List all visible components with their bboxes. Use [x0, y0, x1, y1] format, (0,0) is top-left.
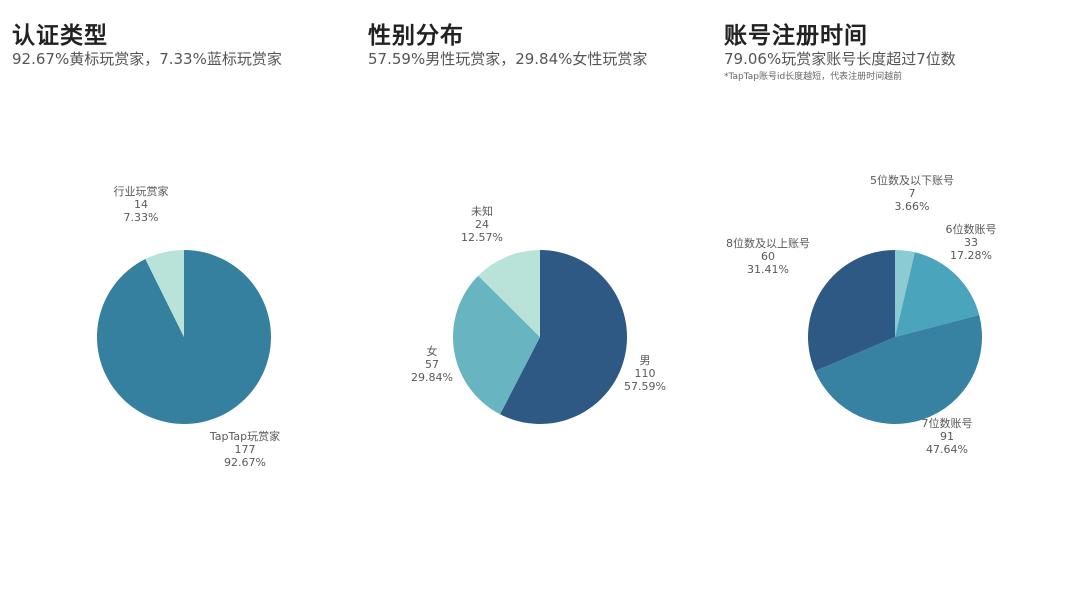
pie-slice — [478, 250, 540, 337]
chart-footnote: *TapTap账号id长度越短，代表注册时间越前 — [724, 72, 903, 82]
pie-slice — [895, 252, 980, 337]
slice-label-value: 33 — [964, 236, 978, 249]
slice-label-category: 男 — [640, 354, 651, 367]
slice-label-value: 57 — [425, 358, 439, 371]
slice-label-value: 110 — [635, 367, 656, 380]
slice-label-percent: 3.66% — [895, 200, 930, 213]
pie-slice — [96, 250, 271, 424]
pie-slice — [808, 250, 895, 372]
slice-label-category: 行业玩赏家 — [114, 184, 169, 198]
slice-label-value: 24 — [475, 218, 489, 231]
slice-label-value: 7 — [909, 187, 916, 200]
slice-label-percent: 31.41% — [747, 263, 789, 276]
chart-title: 账号注册时间 — [724, 23, 868, 49]
pie-slice — [895, 250, 915, 337]
chart-title: 性别分布 — [368, 23, 464, 49]
slice-label-category: TapTap玩赏家 — [209, 429, 280, 443]
slice-label-category: 6位数账号 — [946, 222, 997, 236]
slice-label-value: 14 — [134, 198, 148, 211]
pie-slice — [145, 250, 184, 337]
chart-subtitle: 79.06%玩赏家账号长度超过7位数 — [724, 50, 956, 68]
slice-label-percent: 7.33% — [124, 211, 159, 224]
slice-label-category: 5位数及以下账号 — [870, 173, 954, 187]
chart-subtitle: 57.59%男性玩赏家，29.84%女性玩赏家 — [368, 50, 648, 68]
slice-label-percent: 17.28% — [950, 249, 992, 262]
chart-subtitle: 92.67%黄标玩赏家，7.33%蓝标玩赏家 — [12, 50, 282, 68]
slice-label-percent: 29.84% — [411, 371, 453, 384]
slice-label-category: 女 — [427, 344, 438, 358]
pie-slice — [453, 275, 540, 415]
slice-label-percent: 92.67% — [224, 456, 266, 469]
pie-panel-registration: 账号注册时间 79.06%玩赏家账号长度超过7位数 *TapTap账号id长度越… — [712, 0, 1072, 591]
slice-label-category: 8位数及以上账号 — [726, 236, 810, 250]
chart-title: 认证类型 — [12, 23, 108, 49]
pie-slice — [814, 315, 983, 425]
slice-label-value: 60 — [761, 250, 775, 263]
slice-label-category: 未知 — [471, 204, 493, 218]
pie-slice — [500, 250, 628, 424]
pie-panel-gender: 性别分布 57.59%男性玩赏家，29.84%女性玩赏家 男 110 57.59% 女… — [356, 0, 716, 591]
slice-label-percent: 12.57% — [461, 231, 503, 244]
slice-label-value: 177 — [235, 443, 256, 456]
pie-panel-certification: 认证类型 92.67%黄标玩赏家，7.33%蓝标玩赏家 TapTap玩赏家 177… — [0, 0, 360, 591]
slice-label-value: 91 — [940, 430, 954, 443]
slice-label-category: 7位数账号 — [922, 416, 973, 430]
slice-label-percent: 47.64% — [926, 443, 968, 456]
slice-label-percent: 57.59% — [624, 380, 666, 393]
